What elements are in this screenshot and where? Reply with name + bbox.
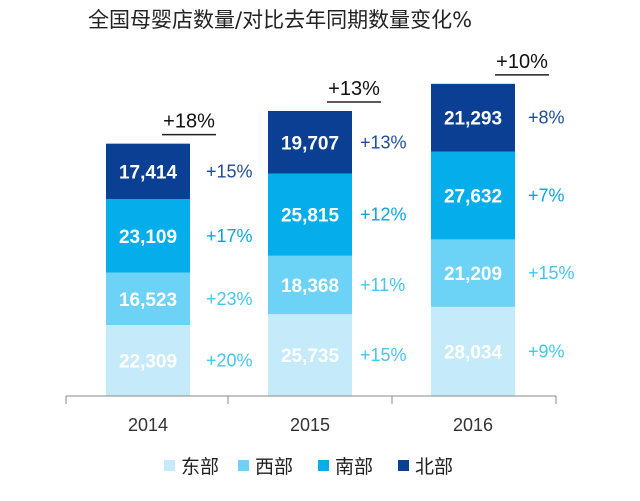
bar-segment-2016-南部 — [431, 151, 515, 240]
growth-label-2014-北部: +15% — [206, 161, 253, 181]
growth-label-2015-南部: +12% — [360, 205, 407, 225]
bar-segment-2016-北部 — [431, 83, 515, 152]
total-growth-2016: +10% — [496, 51, 548, 73]
bars-group: 22,309 +20% 16,523 +23% 23,109 +17% 17,414 +15%… — [106, 51, 575, 396]
legend-swatch-西部 — [238, 460, 249, 471]
total-growth-2014: +18% — [163, 111, 215, 133]
value-label-2016-南部: 27,632 — [444, 186, 502, 207]
value-label-2015-北部: 19,707 — [281, 133, 339, 154]
bar-segment-2016-东部 — [431, 306, 515, 396]
legend-label-北部: 北部 — [415, 456, 453, 478]
value-label-2015-西部: 18,368 — [281, 276, 339, 297]
growth-label-2014-东部: +20% — [206, 351, 253, 371]
value-label-2016-东部: 28,034 — [444, 342, 503, 363]
legend-swatch-北部 — [398, 460, 409, 471]
legend-swatch-南部 — [318, 460, 329, 471]
growth-label-2015-西部: +11% — [360, 275, 405, 295]
x-tick-label-2014: 2014 — [128, 415, 168, 435]
growth-label-2015-东部: +15% — [360, 345, 407, 365]
value-label-2014-北部: 17,414 — [119, 162, 178, 183]
growth-label-2015-北部: +13% — [360, 132, 407, 152]
x-tick-label-2015: 2015 — [290, 415, 330, 435]
legend-label-东部: 东部 — [181, 456, 219, 478]
value-label-2016-北部: 21,293 — [444, 109, 502, 130]
value-label-2014-南部: 23,109 — [119, 227, 177, 248]
bar-segment-2015-南部 — [268, 173, 352, 256]
bar-segment-2014-东部 — [106, 325, 190, 396]
growth-label-2016-北部: +8% — [528, 108, 565, 128]
value-label-2014-东部: 22,309 — [119, 352, 177, 373]
legend-swatch-东部 — [164, 460, 175, 471]
growth-label-2016-东部: +9% — [528, 341, 565, 361]
growth-label-2016-南部: +7% — [528, 185, 565, 205]
bar-segment-2015-西部 — [268, 255, 352, 315]
bar-segment-2015-东部 — [268, 314, 352, 396]
growth-label-2016-西部: +15% — [528, 263, 575, 283]
bar-segment-2014-南部 — [106, 199, 190, 273]
legend-label-南部: 南部 — [335, 456, 373, 478]
bar-segment-2014-西部 — [106, 272, 190, 326]
growth-label-2014-南部: +17% — [206, 226, 253, 246]
bar-segment-2015-北部 — [268, 110, 352, 174]
legend-label-西部: 西部 — [255, 456, 293, 478]
chart-title: 全国母婴店数量/对比去年同期数量变化% — [88, 8, 472, 32]
x-ticks: 2014 2015 2016 — [65, 396, 557, 435]
bar-segment-2014-北部 — [106, 143, 190, 200]
value-label-2015-南部: 25,815 — [281, 206, 340, 227]
value-label-2015-东部: 25,735 — [281, 346, 340, 367]
bar-segment-2016-西部 — [431, 239, 515, 307]
x-tick-label-2016: 2016 — [453, 415, 493, 435]
total-growth-2015: +13% — [328, 78, 380, 100]
legend: 东部 西部 南部 北部 — [164, 456, 453, 478]
value-label-2016-西部: 21,209 — [444, 264, 502, 285]
value-label-2014-西部: 16,523 — [119, 290, 177, 311]
growth-label-2014-西部: +23% — [206, 289, 253, 309]
